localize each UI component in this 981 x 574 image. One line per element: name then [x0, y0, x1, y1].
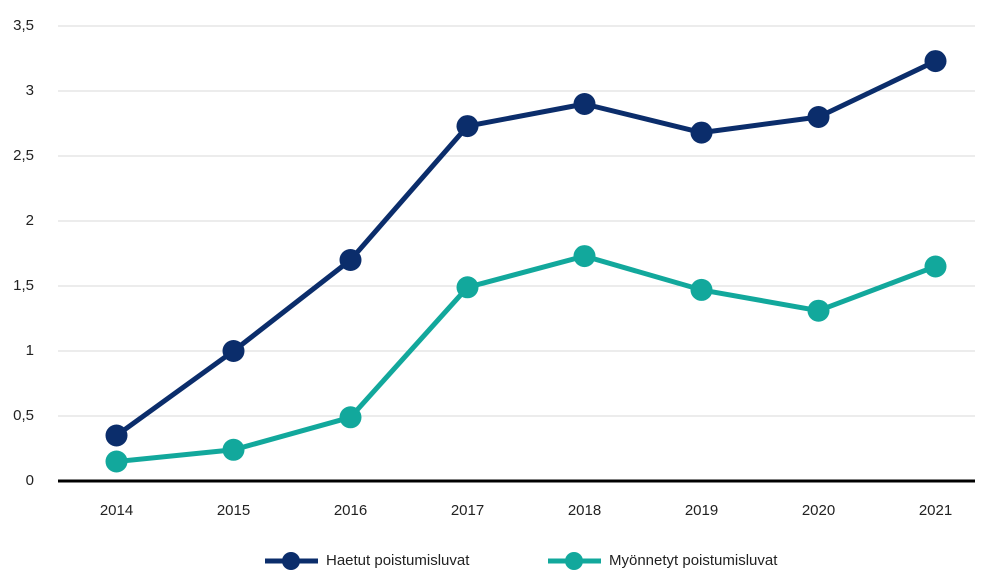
y-tick-label: 0,5 [13, 407, 34, 424]
data-point [456, 276, 479, 299]
y-tick-label: 0 [26, 472, 34, 489]
y-tick-label: 1,5 [13, 277, 34, 294]
legend-label: Haetut poistumisluvat [326, 552, 470, 569]
data-point [339, 249, 362, 271]
data-point [573, 93, 596, 115]
data-point [105, 450, 128, 473]
data-point [105, 424, 128, 447]
x-tick-label: 2014 [100, 502, 133, 519]
x-tick-label: 2021 [919, 502, 952, 519]
x-tick-label: 2020 [802, 502, 835, 519]
series-line [115, 58, 937, 438]
x-tick-label: 2019 [685, 502, 718, 519]
y-tick-label: 2 [26, 212, 34, 229]
data-point [924, 255, 947, 278]
y-tick-label: 2,5 [13, 147, 34, 164]
data-point [690, 278, 713, 301]
data-point [456, 115, 479, 138]
y-tick-label: 1 [26, 342, 34, 359]
legend-marker [282, 552, 300, 570]
data-point [222, 340, 245, 362]
y-tick-label: 3,5 [13, 17, 34, 34]
x-tick-label: 2018 [568, 502, 601, 519]
data-point [807, 299, 830, 322]
x-tick-label: 2016 [334, 502, 367, 519]
data-point [573, 245, 596, 268]
data-point [222, 438, 245, 461]
data-point [924, 50, 947, 73]
x-tick-label: 2015 [217, 502, 250, 519]
legend-marker [565, 552, 583, 570]
x-tick-label: 2017 [451, 502, 484, 519]
data-point [690, 121, 713, 144]
data-point [339, 406, 362, 429]
data-point [807, 106, 830, 128]
y-tick-label: 3 [26, 82, 34, 99]
series-line [116, 253, 937, 464]
legend-label: Myönnetyt poistumisluvat [609, 552, 778, 569]
